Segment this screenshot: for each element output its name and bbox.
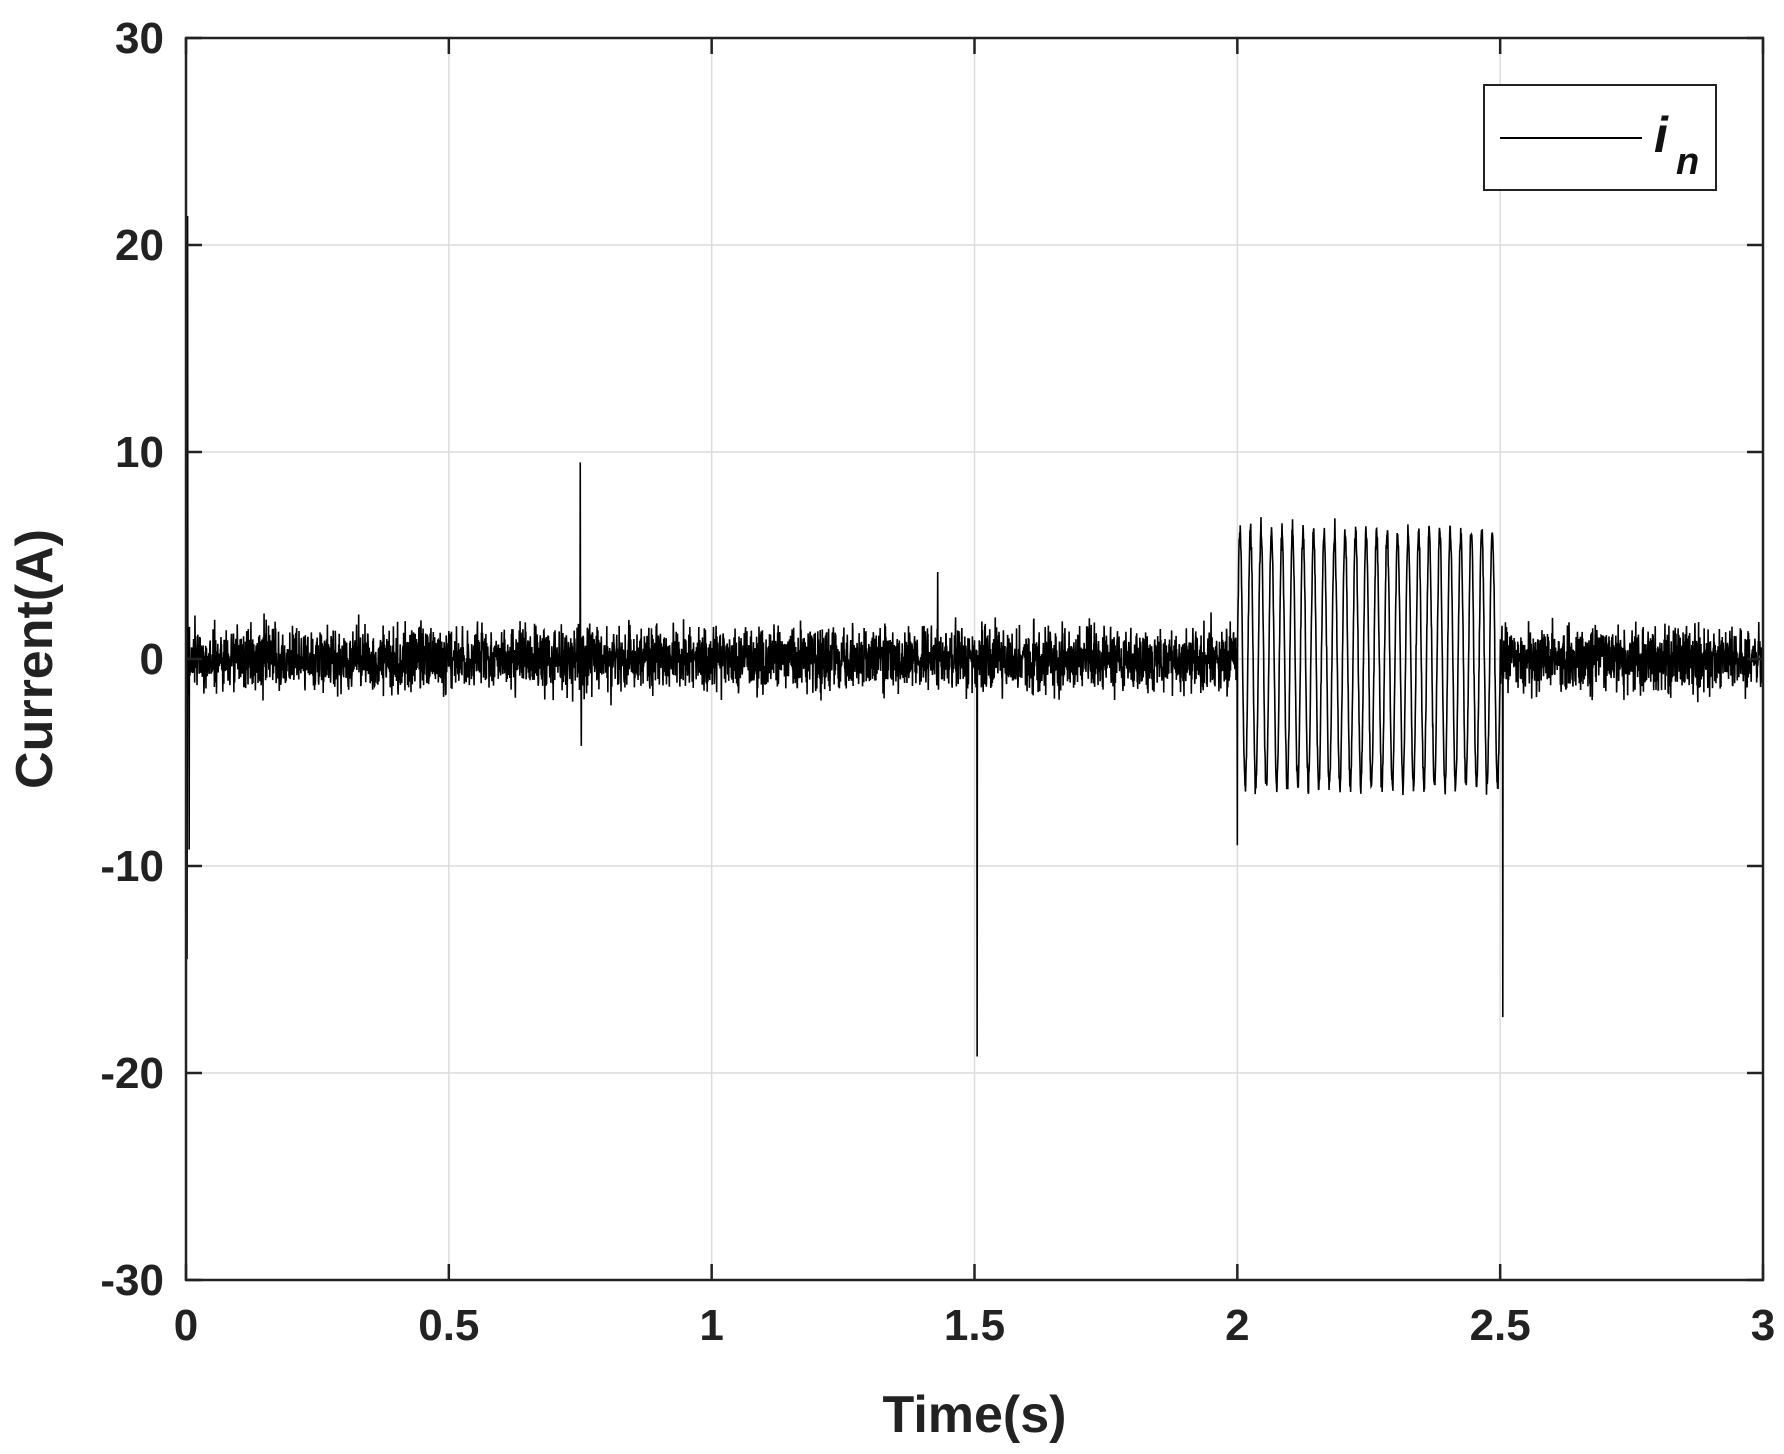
x-tick-label: 2.5	[1470, 1301, 1531, 1350]
x-tick-label: 1	[699, 1301, 723, 1350]
series-line-i-n	[185, 216, 1764, 1057]
x-tick-label: 1.5	[944, 1301, 1005, 1350]
x-tick-label: 2	[1225, 1301, 1249, 1350]
y-tick-label: -10	[100, 842, 164, 891]
y-tick-label: 0	[140, 635, 164, 684]
x-tick-label: 3	[1751, 1301, 1775, 1350]
series-i-n	[185, 216, 1764, 1057]
y-tick-label: -20	[100, 1049, 164, 1098]
x-tick-label: 0	[174, 1301, 198, 1350]
x-axis-label: Time(s)	[883, 1386, 1067, 1444]
y-tick-label: -30	[100, 1256, 164, 1305]
y-tick-label: 20	[115, 221, 164, 270]
x-tick-labels: 0 0.5 1 1.5 2 2.5 3	[174, 1301, 1775, 1350]
y-axis-label: Current(A)	[6, 529, 64, 789]
axis-ticks	[184, 36, 1765, 1282]
y-tick-label: 10	[115, 428, 164, 477]
y-tick-label: 30	[115, 14, 164, 63]
legend-label-subscript: n	[1676, 141, 1699, 183]
x-tick-label: 0.5	[418, 1301, 479, 1350]
y-tick-labels: 30 20 10 0 -10 -20 -30	[100, 14, 164, 1305]
legend-label: i	[1654, 107, 1669, 163]
